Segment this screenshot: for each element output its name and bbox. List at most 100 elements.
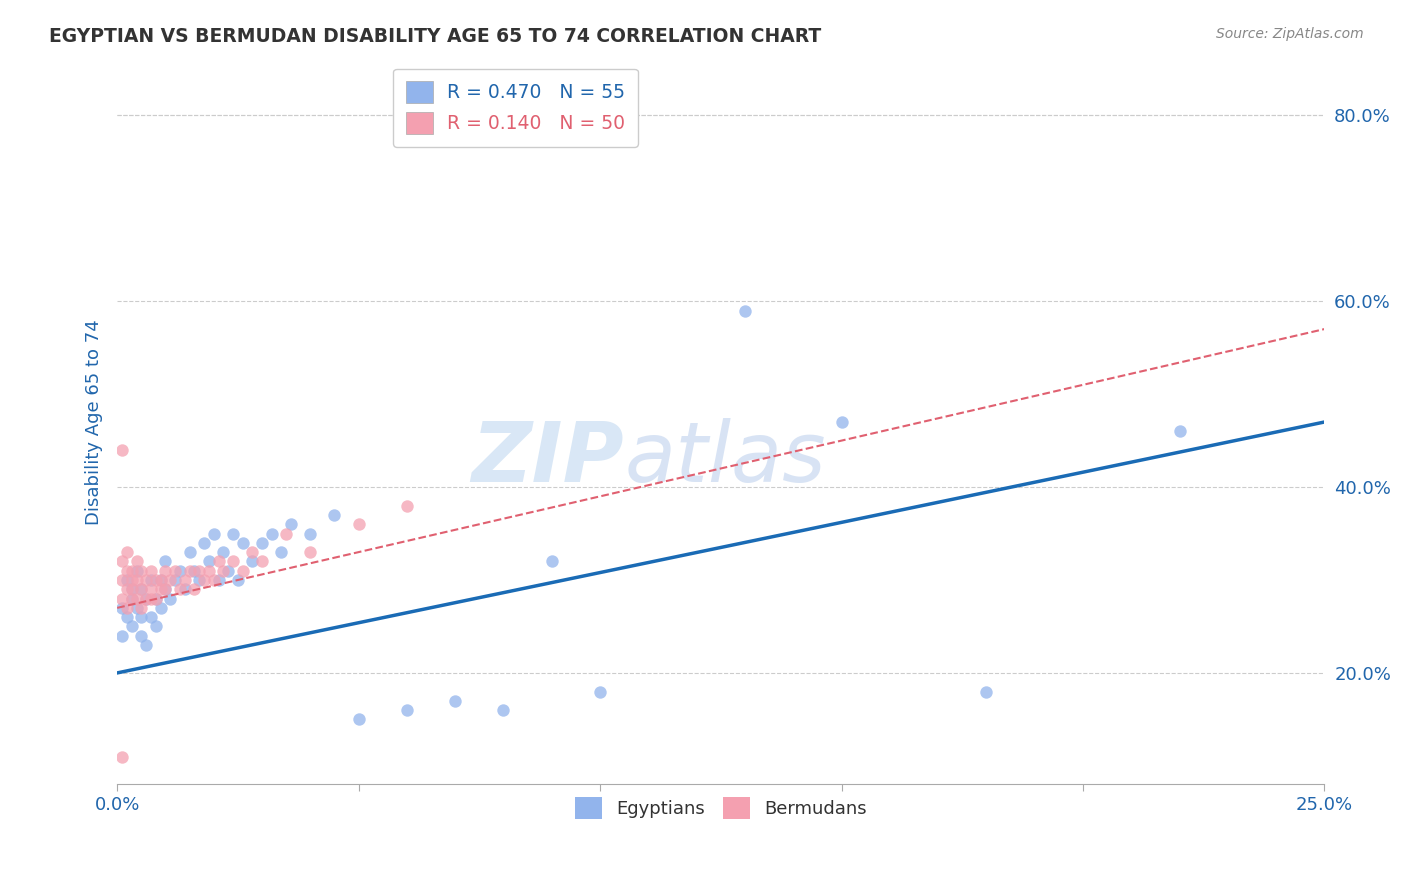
Point [149, 573, 172, 587]
Point [207, 573, 229, 587]
Point [202, 573, 225, 587]
Point [188, 573, 211, 587]
Point [115, 573, 138, 587]
Point [149, 582, 172, 597]
Point [125, 564, 148, 578]
Point [183, 564, 205, 578]
Point [169, 582, 191, 597]
Point [831, 415, 853, 429]
Point [1168, 425, 1191, 439]
Y-axis label: Disability Age 65 to 74: Disability Age 65 to 74 [86, 319, 103, 524]
Text: Source: ZipAtlas.com: Source: ZipAtlas.com [1216, 27, 1364, 41]
Point [202, 526, 225, 541]
Point [207, 554, 229, 568]
Point [139, 610, 162, 624]
Point [115, 582, 138, 597]
Point [139, 564, 162, 578]
Point [131, 564, 153, 578]
Point [347, 517, 370, 532]
Point [212, 564, 235, 578]
Point [444, 694, 467, 708]
Point [121, 564, 143, 578]
Point [139, 582, 162, 597]
Point [232, 564, 254, 578]
Point [169, 564, 191, 578]
Point [155, 582, 177, 597]
Point [131, 582, 153, 597]
Point [492, 703, 515, 717]
Point [131, 610, 153, 624]
Point [111, 749, 134, 764]
Point [155, 582, 177, 597]
Point [131, 629, 153, 643]
Point [250, 536, 273, 550]
Point [250, 554, 273, 568]
Point [323, 508, 346, 522]
Point [242, 545, 264, 559]
Point [193, 536, 215, 550]
Point [299, 526, 322, 541]
Point [135, 638, 157, 652]
Point [395, 499, 418, 513]
Point [135, 573, 157, 587]
Point [111, 442, 134, 457]
Point [222, 526, 245, 541]
Text: EGYPTIAN VS BERMUDAN DISABILITY AGE 65 TO 74 CORRELATION CHART: EGYPTIAN VS BERMUDAN DISABILITY AGE 65 T… [49, 27, 821, 45]
Text: atlas: atlas [624, 417, 825, 499]
Point [121, 619, 143, 633]
Point [198, 554, 221, 568]
Point [131, 600, 153, 615]
Point [135, 591, 157, 606]
Point [121, 582, 143, 597]
Point [179, 564, 201, 578]
Point [125, 591, 148, 606]
Point [111, 573, 134, 587]
Point [734, 303, 756, 318]
Point [115, 545, 138, 559]
Legend: Egyptians, Bermudans: Egyptians, Bermudans [568, 789, 875, 826]
Point [145, 619, 167, 633]
Point [149, 573, 172, 587]
Point [111, 554, 134, 568]
Point [589, 684, 612, 698]
Point [159, 591, 181, 606]
Point [212, 545, 235, 559]
Point [125, 554, 148, 568]
Point [121, 591, 143, 606]
Point [165, 573, 187, 587]
Point [125, 600, 148, 615]
Point [173, 573, 195, 587]
Point [183, 582, 205, 597]
Point [193, 573, 215, 587]
Point [115, 564, 138, 578]
Point [155, 554, 177, 568]
Point [395, 703, 418, 717]
Point [217, 564, 239, 578]
Point [121, 582, 143, 597]
Point [173, 582, 195, 597]
Point [111, 629, 134, 643]
Point [111, 600, 134, 615]
Point [270, 545, 292, 559]
Point [540, 554, 562, 568]
Point [299, 545, 322, 559]
Point [159, 573, 181, 587]
Point [155, 564, 177, 578]
Point [976, 684, 998, 698]
Point [149, 600, 172, 615]
Point [145, 591, 167, 606]
Point [111, 591, 134, 606]
Point [242, 554, 264, 568]
Point [125, 573, 148, 587]
Point [226, 573, 249, 587]
Point [115, 610, 138, 624]
Point [135, 591, 157, 606]
Point [139, 573, 162, 587]
Point [188, 564, 211, 578]
Point [198, 564, 221, 578]
Point [222, 554, 245, 568]
Point [115, 600, 138, 615]
Point [260, 526, 283, 541]
Point [280, 517, 302, 532]
Point [139, 591, 162, 606]
